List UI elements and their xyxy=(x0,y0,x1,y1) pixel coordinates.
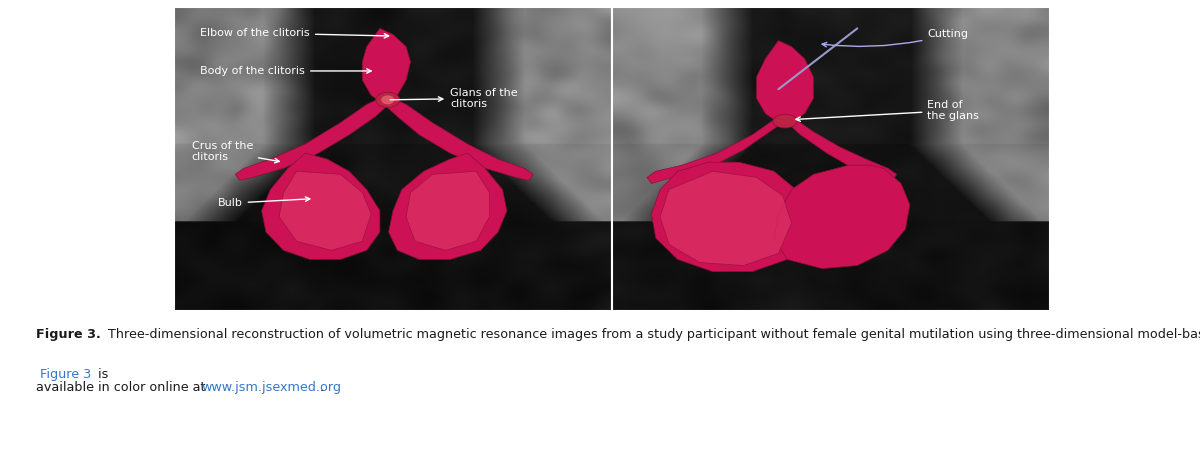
Polygon shape xyxy=(406,171,490,250)
Text: Body of the clitoris: Body of the clitoris xyxy=(200,66,371,76)
Polygon shape xyxy=(774,165,910,268)
Polygon shape xyxy=(787,120,896,180)
Text: End of
the glans: End of the glans xyxy=(796,100,979,121)
Ellipse shape xyxy=(773,114,797,128)
Polygon shape xyxy=(660,171,792,266)
Polygon shape xyxy=(389,153,506,259)
Polygon shape xyxy=(647,120,787,183)
Text: Figure 3.: Figure 3. xyxy=(36,328,101,341)
Text: www.jsm.jsexmed.org: www.jsm.jsexmed.org xyxy=(202,381,342,394)
Polygon shape xyxy=(280,171,371,250)
Polygon shape xyxy=(362,28,410,101)
Polygon shape xyxy=(262,153,380,259)
Text: Figure 3: Figure 3 xyxy=(36,368,91,381)
Polygon shape xyxy=(235,98,389,180)
Ellipse shape xyxy=(376,92,400,107)
Text: Crus of the
clitoris: Crus of the clitoris xyxy=(192,141,280,163)
Polygon shape xyxy=(384,98,533,180)
Text: Glans of the
clitoris: Glans of the clitoris xyxy=(390,87,517,109)
Text: Three-dimensional reconstruction of volumetric magnetic resonance images from a : Three-dimensional reconstruction of volu… xyxy=(104,328,1200,341)
Text: Elbow of the clitoris: Elbow of the clitoris xyxy=(200,28,389,38)
Text: .: . xyxy=(319,381,323,394)
Polygon shape xyxy=(652,162,805,272)
Text: Cutting: Cutting xyxy=(822,29,968,47)
Text: is: is xyxy=(94,368,108,381)
Text: available in color online at: available in color online at xyxy=(36,381,210,394)
Text: Bulb: Bulb xyxy=(218,197,310,208)
Polygon shape xyxy=(756,40,814,123)
Ellipse shape xyxy=(382,95,395,104)
